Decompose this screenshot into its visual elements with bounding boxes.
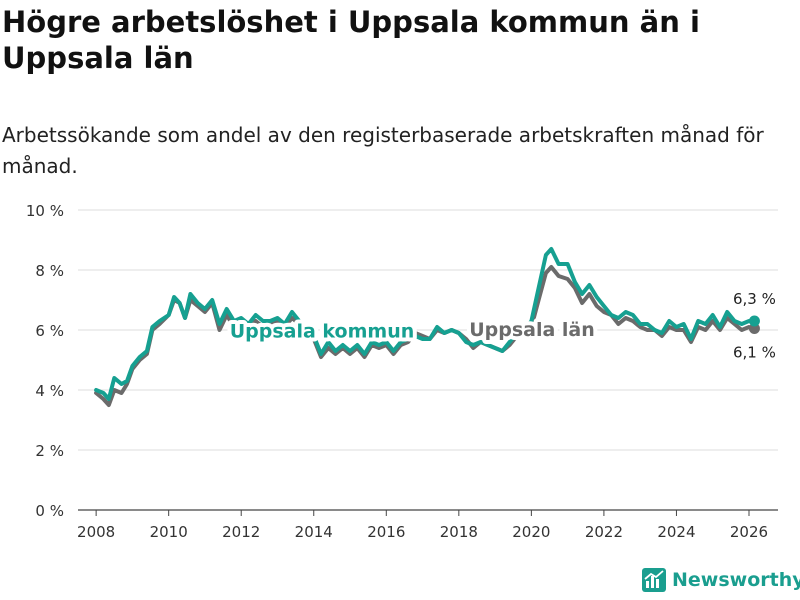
x-tick-label: 2024 bbox=[657, 523, 695, 541]
chart-subtitle: Arbetssökande som andel av den registerb… bbox=[2, 123, 764, 178]
y-tick-label: 10 % bbox=[26, 202, 64, 220]
x-tick-label: 2010 bbox=[150, 523, 188, 541]
series-label-uppsala-lan: Uppsala län bbox=[469, 319, 595, 341]
series-line-uppsala-lan bbox=[94, 265, 757, 407]
axes: 0 % 2 % 4 % 6 % 8 % 10 % 2008 2010 2012 2014 2016 2… bbox=[26, 202, 768, 541]
x-tick-label: 2026 bbox=[730, 523, 768, 541]
y-tick-label: 6 % bbox=[35, 322, 64, 340]
x-tick-label: 2018 bbox=[440, 523, 478, 541]
x-tick-label: 2016 bbox=[367, 523, 405, 541]
y-tick-label: 0 % bbox=[35, 502, 64, 520]
series-label-uppsala-kommun-halo: Uppsala kommun bbox=[230, 321, 415, 343]
series-label-uppsala-lan-halo: Uppsala län bbox=[469, 319, 595, 341]
series-label-uppsala-kommun: Uppsala kommun bbox=[230, 321, 415, 343]
footer-brand[interactable]: Newsworthy bbox=[642, 568, 800, 592]
chart-title: Högre arbetslöshet i Uppsala kommun än i… bbox=[2, 5, 700, 75]
y-tick-label: 8 % bbox=[35, 262, 64, 280]
series-end-point-uppsala-kommun bbox=[748, 315, 760, 327]
x-tick-label: 2012 bbox=[222, 523, 260, 541]
series-line-uppsala-kommun bbox=[94, 247, 757, 401]
x-tick-label: 2020 bbox=[512, 523, 550, 541]
y-tick-label: 4 % bbox=[35, 382, 64, 400]
y-tick-label: 2 % bbox=[35, 442, 64, 460]
grid bbox=[78, 209, 778, 511]
series-lines bbox=[94, 247, 760, 407]
end-value-label-uppsala-kommun: 6,3 % bbox=[733, 290, 776, 308]
brand-name: Newsworthy bbox=[672, 569, 800, 591]
bar-chart-logo-icon bbox=[642, 568, 666, 592]
x-tick-label: 2014 bbox=[295, 523, 333, 541]
end-value-label-uppsala-lan: 6,1 % bbox=[733, 344, 776, 362]
x-tick-label: 2022 bbox=[585, 523, 623, 541]
x-tick-label: 2008 bbox=[77, 523, 115, 541]
